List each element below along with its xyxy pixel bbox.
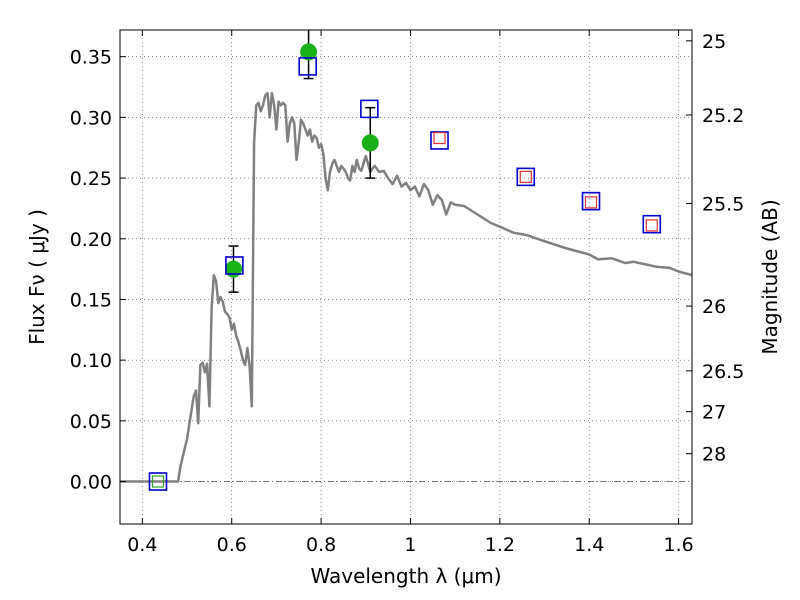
y-tick-label: 0.20 [70, 229, 112, 251]
predicted-photometry-square [151, 475, 165, 488]
model-photometry-square [516, 167, 536, 187]
model-photometry-square [642, 214, 662, 234]
x-tick-label: 0.8 [306, 534, 336, 556]
x-axis-title: Wavelength λ (μm) [310, 564, 501, 588]
model-photometry-square [148, 472, 168, 491]
y-tick-label: 0.10 [70, 350, 112, 372]
y-tick-label: 0.25 [70, 168, 112, 190]
model-photometry-square [298, 57, 317, 76]
x-tick-label: 0.4 [127, 534, 157, 556]
model-photometry-square [360, 99, 379, 119]
tick-labels: 0.4 0.6 0.8 1 1.2 1.4 1.6 0.00 0.05 0.10 0.15 0.20 0… [70, 31, 745, 556]
predicted-photometry-square [433, 131, 446, 145]
model-spectrum-line [120, 91, 692, 483]
x-tick-label: 1.2 [485, 534, 515, 556]
x-tick-label: 0.6 [217, 534, 247, 556]
observed-flux-point [300, 43, 318, 61]
predicted-photometry-square [645, 219, 658, 232]
grid-lines [120, 30, 692, 524]
magnitude-tick-label: 26.5 [702, 361, 744, 383]
y-tick-label: 0.00 [70, 472, 112, 494]
magnitude-tick-label: 25.5 [702, 193, 744, 215]
axis-ticks [120, 30, 692, 524]
y-tick-label: 0.05 [70, 411, 112, 433]
predicted-photometry-square [584, 196, 598, 209]
magnitude-tick-label: 25.2 [702, 105, 744, 127]
magnitude-tick-label: 25 [702, 31, 726, 53]
plot-area [120, 30, 692, 491]
magnitude-tick-label: 27 [702, 402, 726, 424]
observed-flux-point [361, 134, 379, 152]
magnitude-axis-title: Magnitude (AB) [758, 199, 782, 354]
model-photometry-square [581, 191, 601, 211]
magnitude-tick-label: 28 [702, 444, 726, 466]
x-tick-label: 1.6 [663, 534, 693, 556]
model-photometry-square [225, 256, 244, 275]
x-tick-label: 1.4 [574, 534, 604, 556]
predicted-photometry-square [519, 170, 532, 183]
y-tick-label: 0.30 [70, 107, 112, 129]
plot-frame [119, 29, 693, 525]
y-axis-title: Flux Fν ( μJy ) [25, 209, 49, 345]
y-tick-label: 0.15 [70, 289, 112, 311]
x-tick-label: 1 [404, 534, 416, 556]
magnitude-tick-label: 26 [702, 296, 726, 318]
y-tick-label: 0.35 [70, 47, 112, 69]
